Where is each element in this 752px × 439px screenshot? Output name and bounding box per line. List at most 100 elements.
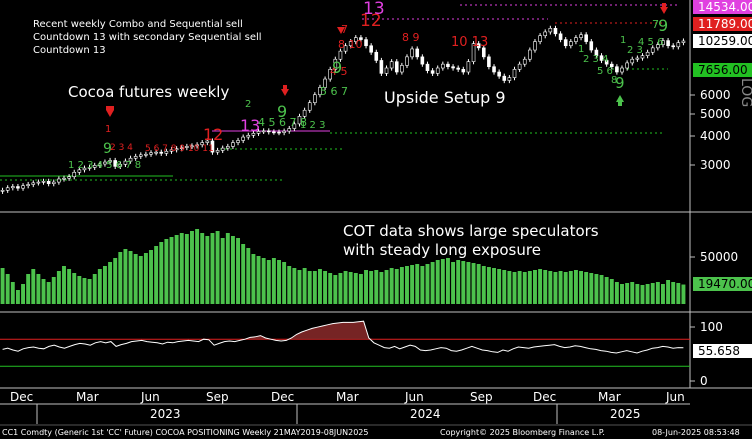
candle-body: [430, 70, 435, 74]
cot-bar: [645, 284, 650, 304]
cot-bar: [573, 270, 578, 304]
cot-bar: [307, 271, 312, 304]
cot-bar: [594, 274, 599, 304]
price-tag-bg: [693, 17, 752, 31]
setup-count-label: 2: [245, 99, 251, 110]
candle-body: [400, 65, 404, 73]
candle-body: [415, 48, 420, 58]
cot-bar: [517, 271, 522, 304]
cot-bar: [497, 269, 502, 304]
cot-bar: [466, 262, 471, 304]
month-label: Jun: [404, 390, 424, 404]
candle-body: [16, 186, 20, 189]
cot-bar: [190, 231, 194, 304]
setup-count-label: 1 2 3 4 5 6 7 8: [68, 160, 141, 171]
candle-body: [476, 43, 481, 49]
cot-bar: [579, 271, 584, 304]
cot-bar: [31, 269, 36, 304]
candle-body: [589, 41, 594, 51]
candle-body: [364, 39, 368, 47]
candle-body: [241, 136, 245, 141]
cot-bar: [123, 249, 128, 304]
cot-bar: [5, 274, 10, 304]
cot-bar: [230, 236, 235, 304]
cot-bar: [492, 268, 496, 304]
setup-count-label: 1: [620, 35, 626, 46]
candle-body: [159, 151, 164, 154]
setup-count-label: 2 3 4: [583, 54, 608, 65]
osc-last-tag-bg: [693, 344, 752, 358]
cot-bar: [379, 272, 384, 304]
candle-body: [456, 67, 460, 70]
cot-bar: [184, 234, 189, 304]
setup-count-label: 8: [611, 75, 617, 86]
month-label: Dec: [10, 390, 33, 404]
cot-bar: [451, 262, 456, 304]
cot-bar: [435, 260, 440, 304]
cot-bar: [650, 283, 655, 304]
cot-bar: [425, 264, 430, 304]
cot-bar: [328, 273, 333, 304]
candle-body: [92, 165, 97, 168]
month-label: Sep: [206, 390, 229, 404]
cot-bar: [174, 235, 179, 304]
oscillator: [0, 320, 690, 367]
cot-bar: [149, 250, 153, 304]
candle-body: [538, 35, 542, 42]
cot-bar: [635, 284, 640, 304]
annotation-setup: Upside Setup 9: [384, 88, 506, 107]
cot-bar: [394, 269, 399, 304]
countdown-label: 8 9: [402, 31, 420, 44]
candle-body: [292, 123, 297, 129]
cot-bar: [271, 258, 276, 304]
cot-bar: [445, 258, 450, 304]
cot-bar: [358, 274, 363, 304]
cot-bar: [486, 267, 491, 304]
candle-body: [26, 184, 30, 187]
candle-body: [5, 187, 10, 191]
y-tick-label: 5000: [700, 107, 731, 121]
cot-bar: [41, 279, 46, 304]
cot-bar: [138, 256, 143, 304]
candle-body: [599, 55, 604, 61]
candle-body: [261, 130, 266, 133]
cot-bar: [440, 259, 445, 304]
month-label: Mar: [598, 390, 621, 404]
candle-body: [118, 164, 123, 167]
candle-body: [528, 49, 532, 60]
cot-bar: [241, 244, 246, 304]
candle-body: [128, 157, 133, 162]
candle-body: [645, 51, 650, 56]
candle-body: [517, 63, 522, 70]
candle-body: [502, 75, 507, 81]
price-tag-last: 10259.00: [698, 34, 752, 48]
cot-bar: [384, 270, 389, 304]
candle-body: [277, 131, 281, 134]
candle-body: [313, 94, 317, 103]
cot-bar: [21, 284, 25, 304]
cot-bar: [609, 279, 614, 304]
cot-bar: [261, 258, 266, 304]
cot-bar: [369, 271, 374, 304]
y-tick-label: 6000: [700, 88, 731, 102]
price-tag-14534: 14534.00: [698, 0, 752, 14]
month-label: Mar: [76, 390, 99, 404]
candle-body: [553, 28, 558, 35]
price-tag-bg: [693, 63, 752, 77]
candle-body: [138, 154, 143, 157]
candle-body: [256, 131, 261, 134]
signal-arrows: [106, 3, 668, 117]
candle-body: [379, 60, 384, 74]
td-count-labels: 1 2 3 4 5 6 7 8 9 1 2 3 4 5 6 7 8 9 10 1…: [68, 0, 668, 171]
cot-bar: [338, 273, 343, 304]
annotation-line: Recent weekly Combo and Sequential sell: [33, 19, 243, 30]
countdown-label: 5 6 7 8 9 10 11: [145, 144, 214, 154]
candle-body: [103, 161, 107, 165]
cot-bar: [251, 254, 256, 304]
cot-bar: [640, 285, 645, 304]
cot-bar: [533, 270, 537, 304]
setup-nine-label: 9: [277, 102, 287, 121]
candle-body: [635, 57, 640, 60]
candle-body: [435, 67, 440, 74]
